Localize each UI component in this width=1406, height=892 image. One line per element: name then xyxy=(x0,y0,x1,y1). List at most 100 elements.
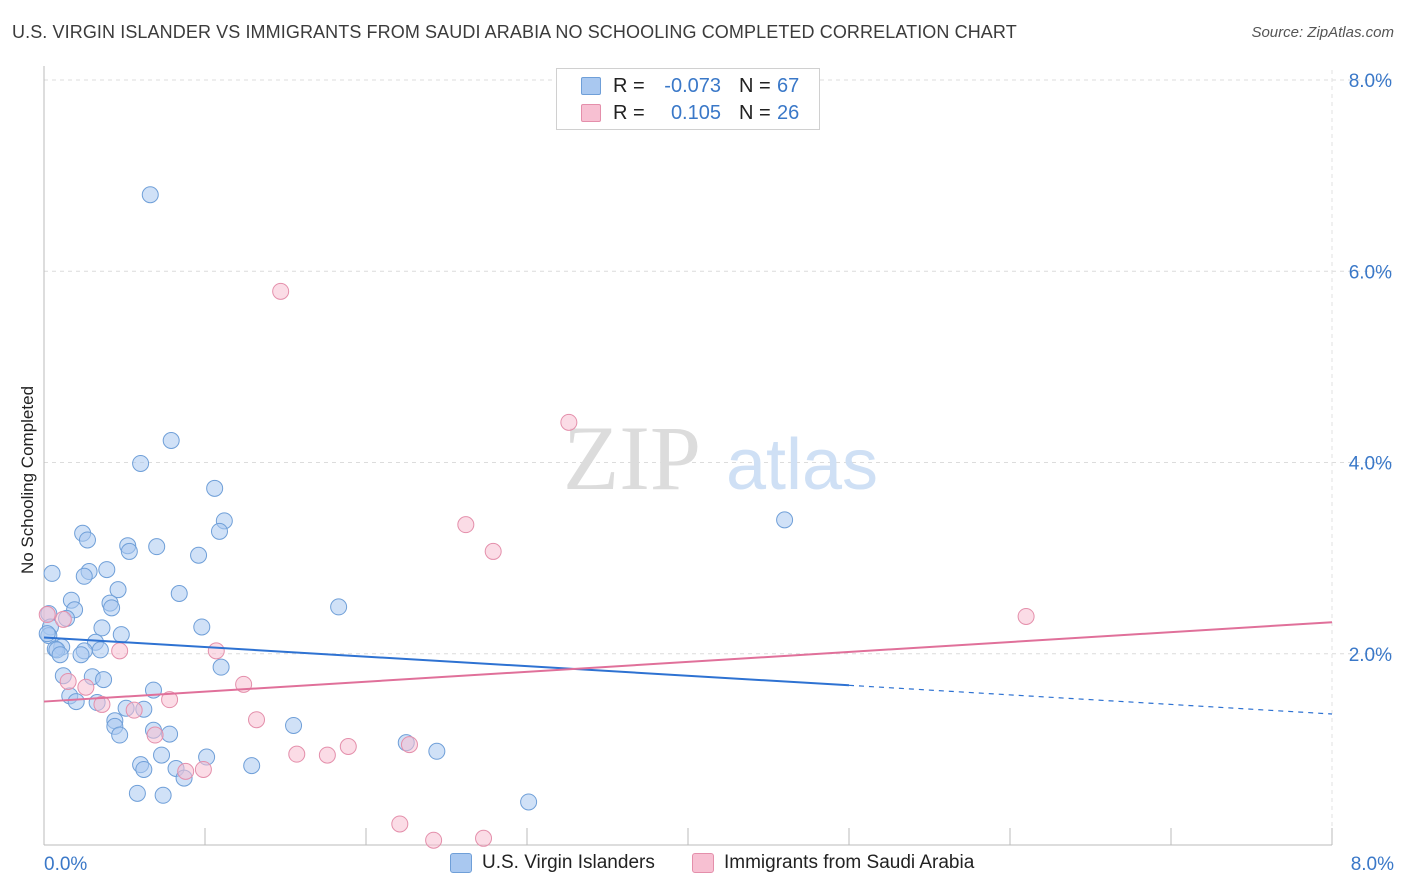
data-point xyxy=(135,760,153,778)
data-point xyxy=(141,186,159,204)
series-saudi-arabia xyxy=(38,282,1035,849)
y-tick-label: 6.0% xyxy=(1349,262,1392,283)
data-point xyxy=(210,522,228,540)
tick-labels: 2.0% 4.0% 6.0% 8.0% 0.0% 8.0% xyxy=(44,71,1394,875)
chart-title: U.S. VIRGIN ISLANDER VS IMMIGRANTS FROM … xyxy=(12,22,1017,42)
data-point xyxy=(330,598,348,616)
legend-label: Immigrants from Saudi Arabia xyxy=(724,852,975,873)
data-point xyxy=(109,581,127,599)
data-point xyxy=(120,542,138,560)
data-point xyxy=(1017,607,1035,625)
legend-item-saudi-arabia[interactable]: Immigrants from Saudi Arabia xyxy=(692,852,974,874)
data-point xyxy=(243,757,261,775)
data-point xyxy=(59,672,77,690)
data-point xyxy=(425,831,443,849)
data-point xyxy=(148,538,166,556)
watermark: ZIP atlas xyxy=(563,407,878,509)
data-point xyxy=(54,610,72,628)
data-point xyxy=(162,432,180,450)
data-point xyxy=(98,561,116,579)
data-point xyxy=(112,626,130,644)
watermark-zip: ZIP xyxy=(563,407,701,509)
data-point xyxy=(146,726,164,744)
data-point xyxy=(475,829,493,847)
data-point xyxy=(95,671,113,689)
data-point xyxy=(194,760,212,778)
x-tick-label: 0.0% xyxy=(44,854,87,875)
data-point xyxy=(272,282,290,300)
data-point xyxy=(520,793,538,811)
data-point xyxy=(91,641,109,659)
stats-n-value: 67 xyxy=(777,74,800,97)
stats-r-label: R = xyxy=(613,101,645,124)
data-point xyxy=(170,585,188,603)
legend: U.S. Virgin Islanders Immigrants from Sa… xyxy=(0,852,1406,878)
data-point xyxy=(457,516,475,534)
y-axis-label: No Schooling Completed xyxy=(18,385,37,575)
legend-swatch-saudi-arabia xyxy=(692,853,714,873)
stats-n-label: N = xyxy=(739,74,771,97)
data-point xyxy=(77,678,95,696)
trend-line xyxy=(43,621,1333,703)
data-point xyxy=(161,725,179,743)
data-point xyxy=(560,413,578,431)
data-point xyxy=(125,701,143,719)
watermark-atlas: atlas xyxy=(726,425,878,505)
y-tick-label: 4.0% xyxy=(1349,454,1392,475)
data-point xyxy=(285,716,303,734)
data-point xyxy=(776,511,794,529)
trend-layer xyxy=(43,621,1333,715)
data-point xyxy=(206,479,224,497)
data-point xyxy=(248,711,266,729)
data-point xyxy=(400,736,418,754)
y-tick-label: 2.0% xyxy=(1349,645,1392,666)
data-point xyxy=(318,746,336,764)
points-layer xyxy=(38,186,1035,849)
data-point xyxy=(43,564,61,582)
data-point xyxy=(72,646,90,664)
stats-r-label: R = xyxy=(613,74,645,97)
data-point xyxy=(128,784,146,802)
data-point xyxy=(193,618,211,636)
data-point xyxy=(212,658,230,676)
data-point xyxy=(38,606,56,624)
legend-swatch-virgin-islanders xyxy=(450,853,472,873)
data-point xyxy=(132,454,150,472)
data-point xyxy=(177,762,195,780)
y-axis-label-wrap: No Schooling Completed xyxy=(16,300,40,660)
stats-row-saudi-arabia: R = 0.105 N = 26 xyxy=(581,101,799,125)
data-point xyxy=(67,693,85,711)
x-tick-label: 8.0% xyxy=(1351,854,1394,875)
stats-row-virgin-islanders: R = -0.073 N = 67 xyxy=(581,74,799,98)
data-point xyxy=(111,726,129,744)
stats-n-label: N = xyxy=(739,101,771,124)
data-point xyxy=(111,642,129,660)
data-point xyxy=(484,542,502,560)
data-point xyxy=(339,738,357,756)
source-credit: Source: ZipAtlas.com xyxy=(1251,24,1394,41)
legend-item-virgin-islanders[interactable]: U.S. Virgin Islanders xyxy=(450,852,655,874)
correlation-stats-box: R = -0.073 N = 67 R = 0.105 N = 26 xyxy=(556,68,820,130)
data-point xyxy=(93,619,111,637)
stats-n-value: 26 xyxy=(777,101,800,124)
grid-layer xyxy=(44,70,1392,845)
data-point xyxy=(288,745,306,763)
data-point xyxy=(391,815,409,833)
stats-swatch-saudi-arabia xyxy=(581,104,601,122)
data-point xyxy=(207,642,225,660)
data-point xyxy=(161,691,179,709)
trend-line xyxy=(43,636,850,687)
stats-swatch-virgin-islanders xyxy=(581,77,601,95)
data-point xyxy=(93,695,111,713)
data-point xyxy=(154,786,172,804)
y-tick-label: 8.0% xyxy=(1349,71,1392,92)
data-point xyxy=(153,746,171,764)
data-point xyxy=(103,599,121,617)
data-point xyxy=(38,625,56,643)
data-point xyxy=(190,546,208,564)
data-point xyxy=(51,646,69,664)
data-point xyxy=(428,742,446,760)
legend-label: U.S. Virgin Islanders xyxy=(482,852,655,873)
axis-layer xyxy=(43,66,1333,846)
